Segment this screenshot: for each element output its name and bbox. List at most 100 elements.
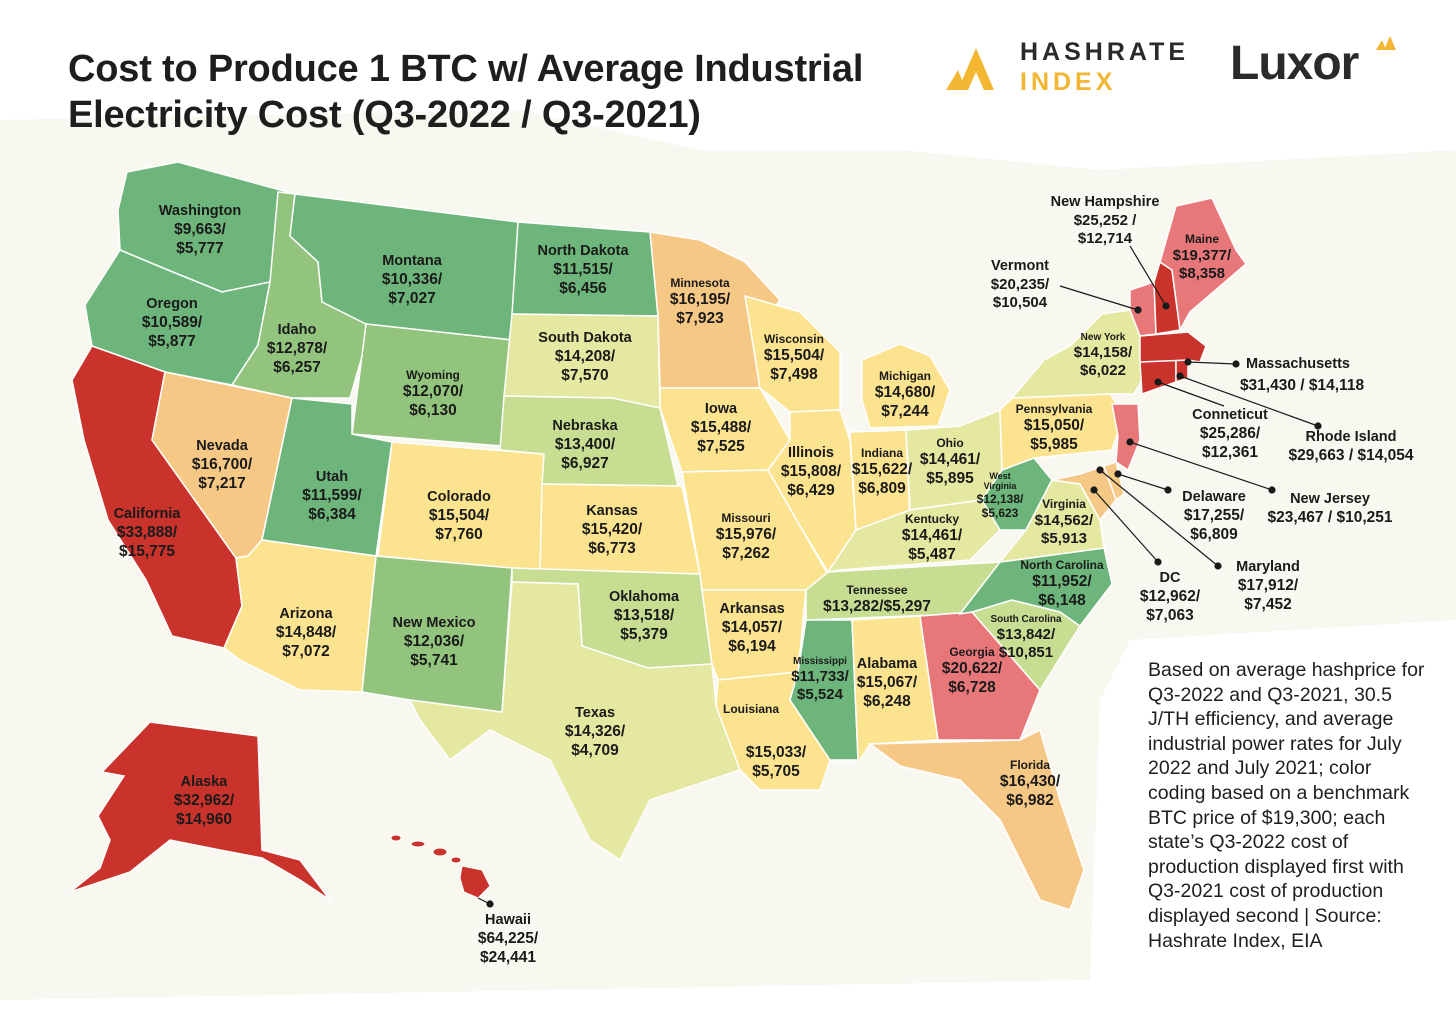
state-value: $15,622/ $6,809: [851, 460, 913, 497]
state-value: $31,430 / $14,118: [1239, 377, 1365, 394]
label-michigan: Michigan $14,680/ $7,244: [863, 369, 947, 421]
label-arizona: Arizona $14,848/ $7,072: [264, 606, 348, 662]
state-value: $12,138/ $5,623: [976, 491, 1024, 521]
state-value: $10,589/ $5,877: [141, 313, 203, 350]
state-hawaii[interactable]: [390, 834, 491, 899]
label-virginia: Virginia $14,562/ $5,913: [1028, 497, 1100, 548]
state-value: $33,888/ $15,775: [116, 523, 178, 560]
state-name: Delaware: [1182, 489, 1246, 505]
state-name: Georgia: [949, 645, 995, 659]
state-name: Alabama: [856, 656, 918, 672]
leader-lines: [477, 245, 1322, 908]
hashrate-logo-word-2: INDEX: [1020, 68, 1117, 96]
state-value: $13,400/ $6,927: [554, 435, 616, 472]
state-value: $16,430/ $6,982: [999, 772, 1061, 809]
state-name: New Hampshire: [1050, 194, 1160, 210]
state-name: Wyoming: [406, 368, 460, 382]
state-value: $12,036/ $5,741: [403, 632, 465, 669]
state-value: $32,962/ $14,960: [173, 791, 235, 828]
state-value: $15,488/ $7,525: [690, 418, 752, 455]
label-new-hampshire: New Hampshire $25,252 / $12,714: [1051, 194, 1160, 248]
state-value: $15,420/ $6,773: [581, 520, 643, 557]
state-name: Washington: [158, 203, 242, 219]
state-name: New Jersey: [1290, 491, 1370, 507]
state-michigan[interactable]: [861, 343, 951, 429]
state-value: $25,252 / $12,714: [1073, 211, 1137, 247]
state-maine[interactable]: [1159, 197, 1248, 333]
label-texas: Texas $14,326/ $4,709: [553, 705, 637, 761]
state-alaska[interactable]: [69, 721, 331, 901]
label-utah: Utah $11,599/ $6,384: [290, 469, 374, 525]
state-name: Kansas: [586, 503, 638, 519]
state-name: Mississippi: [793, 656, 847, 667]
state-value: $13,282/$5,297: [823, 597, 931, 615]
label-nebraska: Nebraska $13,400/ $6,927: [543, 418, 627, 474]
label-louisiana: Louisiana: [723, 702, 779, 717]
label-maine: Maine $19,377/ $8,358: [1167, 232, 1237, 283]
state-texas[interactable]: [408, 581, 741, 862]
label-nevada: Nevada $16,700/ $7,217: [180, 438, 264, 494]
state-name: Kentucky: [904, 512, 960, 526]
state-value: $12,070/ $6,130: [402, 382, 464, 419]
state-value: $29,663 / $14,054: [1288, 446, 1414, 464]
label-rhode-island: Rhode Island $29,663 / $14,054: [1289, 429, 1414, 466]
label-new-jersey: New Jersey $23,467 / $10,251: [1268, 491, 1393, 528]
label-west-virginia: West Virginia $12,138/ $5,623: [969, 471, 1031, 521]
luxor-logo: Luxor: [1230, 36, 1396, 91]
state-value: $11,599/ $6,384: [302, 486, 362, 523]
state-name: Oklahoma: [608, 589, 680, 605]
luxor-logo-icon: [1376, 36, 1396, 50]
state-value: $25,286/ $12,361: [1199, 424, 1261, 461]
state-value: $14,562/ $5,913: [1034, 511, 1094, 547]
state-value: $20,235/ $10,504: [990, 275, 1050, 311]
state-florida[interactable]: [867, 728, 1085, 911]
label-massachusetts-value: $31,430 / $14,118: [1240, 377, 1364, 396]
label-alaska: Alaska $32,962/ $14,960: [164, 774, 244, 830]
state-name: Oregon: [146, 296, 198, 312]
state-new-jersey[interactable]: [1111, 403, 1141, 472]
label-vermont: Vermont $20,235/ $10,504: [978, 258, 1062, 312]
state-name: Ohio: [936, 436, 964, 450]
state-value: $9,663/ $5,777: [174, 220, 226, 257]
label-illinois: Illinois $15,808/ $6,429: [773, 445, 849, 501]
state-name: Maine: [1184, 232, 1219, 246]
state-name: Conneticut: [1192, 407, 1268, 423]
state-name: Utah: [315, 469, 349, 485]
map-title: Cost to Produce 1 BTC w/ Average Industr…: [68, 46, 863, 138]
label-maryland: Maryland $17,912/ $7,452: [1231, 559, 1305, 615]
state-value: $11,515/ $6,456: [553, 260, 613, 297]
state-name: Maryland: [1236, 559, 1300, 575]
label-south-carolina: South Carolina $13,842/ $10,851: [984, 614, 1068, 663]
state-name: Virginia: [1042, 497, 1086, 511]
state-value: $16,195/ $7,923: [669, 290, 731, 327]
title-line-2: Electricity Cost (Q3-2022 / Q3-2021): [68, 94, 701, 136]
methodology-note: Based on average hashprice for Q3-2022 a…: [1148, 659, 1425, 952]
state-vermont[interactable]: [1129, 280, 1157, 337]
state-value: $17,255/ $6,809: [1183, 506, 1245, 543]
label-south-dakota: South Dakota $14,208/ $7,570: [538, 330, 631, 386]
state-name: West Virginia: [983, 471, 1017, 491]
state-value: $10,336/ $7,027: [381, 270, 443, 307]
state-name: Pennsylvania: [1015, 402, 1093, 416]
label-delaware: Delaware $17,255/ $6,809: [1177, 489, 1251, 545]
state-value: $64,225/ $24,441: [477, 929, 539, 966]
state-name: New York: [1080, 332, 1126, 343]
state-name: Texas: [574, 705, 616, 721]
state-value: $14,461/ $5,487: [901, 526, 963, 563]
hashrate-index-logo-icon: [946, 48, 994, 90]
state-value: $14,208/ $7,570: [554, 347, 616, 384]
state-value: $15,976/ $7,262: [715, 525, 777, 562]
state-value: $14,680/ $7,244: [874, 383, 936, 420]
state-name: Massachusetts: [1246, 356, 1350, 372]
state-name: Illinois: [788, 445, 834, 461]
label-hawaii: Hawaii $64,225/ $24,441: [468, 912, 548, 968]
state-name: Michigan: [878, 369, 931, 383]
state-value: $15,033/ $5,705: [745, 744, 807, 780]
label-kansas: Kansas $15,420/ $6,773: [570, 503, 654, 559]
label-iowa: Iowa $15,488/ $7,525: [679, 401, 763, 457]
state-name: Idaho: [277, 322, 317, 338]
state-name: Iowa: [704, 401, 738, 417]
luxor-logo-text: Luxor: [1230, 37, 1359, 90]
title-line-1: Cost to Produce 1 BTC w/ Average Industr…: [68, 48, 864, 90]
label-florida: Florida $16,430/ $6,982: [988, 758, 1072, 810]
